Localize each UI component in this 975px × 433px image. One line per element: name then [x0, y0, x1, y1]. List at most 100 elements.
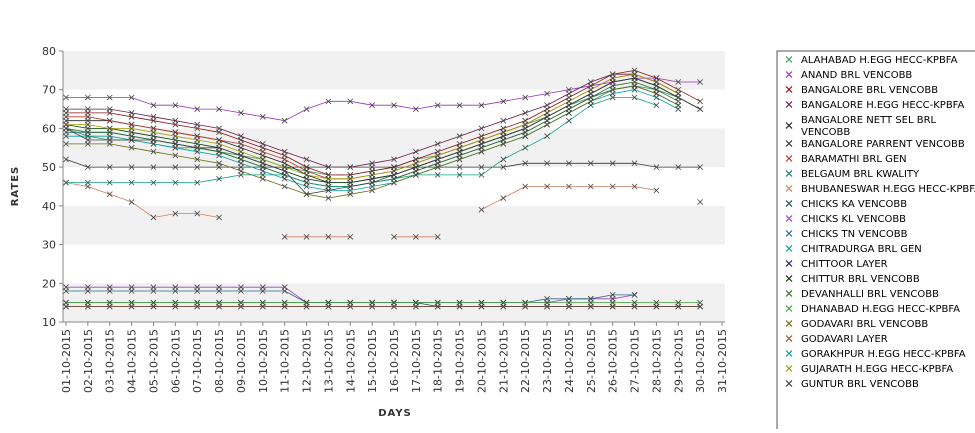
data-point	[172, 152, 179, 159]
series-layer	[63, 67, 704, 310]
data-point	[544, 121, 550, 128]
legend-item: BELGAUM BRL KWALITY	[785, 169, 920, 180]
data-point	[84, 288, 91, 294]
legend-marker	[785, 380, 793, 387]
data-point	[434, 172, 441, 178]
data-point	[412, 106, 419, 112]
data-point	[587, 303, 594, 310]
legend-label: BELGAUM BRL KWALITY	[801, 169, 920, 180]
series-2	[63, 75, 704, 124]
legend-marker	[785, 101, 793, 108]
data-point	[675, 79, 682, 85]
data-point	[259, 113, 266, 120]
series-9	[63, 179, 704, 240]
data-point	[369, 172, 376, 178]
legend-marker	[785, 275, 793, 282]
x-axis-title: DAYS	[378, 408, 412, 419]
data-point	[216, 175, 222, 182]
data-point	[522, 94, 529, 101]
x-tick-label: 10-10-2015	[257, 329, 270, 393]
axes: 10 20 30 40 50 60 70 80 01-10-2015 02-10-2015 03-1…	[42, 45, 729, 393]
data-point	[391, 303, 397, 310]
data-point	[238, 152, 244, 159]
data-point	[369, 187, 376, 194]
x-tick-label: 19-10-2015	[454, 329, 467, 393]
data-point	[369, 179, 376, 186]
data-point	[216, 303, 222, 310]
y-tick-label: 10	[42, 316, 56, 329]
y-tick-label: 80	[42, 45, 56, 58]
data-point	[522, 303, 529, 310]
data-point	[325, 187, 332, 194]
data-point	[238, 110, 244, 116]
data-point	[150, 164, 157, 171]
data-point	[281, 183, 288, 190]
data-point	[412, 148, 419, 155]
data-point	[238, 172, 244, 178]
y-tick-label: 30	[42, 239, 56, 252]
data-point	[63, 156, 69, 163]
data-point	[500, 156, 507, 163]
x-tick-label: 14-10-2015	[344, 329, 357, 393]
data-point	[172, 133, 179, 140]
legend-label: BANGALORE BRL VENCOBB	[801, 85, 938, 96]
legend-item: BANGALORE NETT SEL BRL VENCOBB	[785, 115, 937, 138]
x-tick-label: 07-10-2015	[191, 329, 204, 393]
data-point	[194, 121, 201, 128]
data-point	[347, 98, 354, 105]
data-point	[566, 117, 572, 124]
x-tick-label: 06-10-2015	[169, 329, 182, 393]
legend-label: CHICKS KL VENCOBB	[801, 214, 906, 225]
data-point	[544, 113, 550, 120]
data-point	[238, 288, 244, 294]
data-point	[609, 160, 616, 167]
data-point	[63, 113, 69, 120]
data-point	[281, 168, 288, 174]
plot-bands	[63, 51, 725, 322]
data-point	[456, 133, 463, 140]
legend-label: DEVANHALLI BRL VENCOBB	[801, 289, 939, 300]
data-point	[84, 106, 91, 112]
data-point	[391, 172, 397, 178]
data-point	[172, 164, 179, 171]
data-point	[434, 164, 441, 171]
data-point	[653, 187, 660, 194]
data-point	[675, 164, 682, 171]
legend-marker	[785, 200, 793, 207]
legend-marker	[785, 56, 793, 63]
data-point	[150, 303, 157, 310]
series-21	[63, 71, 682, 182]
legend-item: GODAVARI BRL VENCOBB	[785, 319, 928, 330]
data-point	[84, 113, 91, 120]
data-point	[587, 79, 594, 85]
data-point	[63, 179, 69, 186]
data-point	[128, 179, 135, 186]
data-point	[391, 102, 397, 109]
data-point	[631, 82, 638, 89]
data-point	[434, 303, 441, 310]
data-point	[544, 160, 550, 167]
data-point	[216, 106, 222, 112]
data-point	[478, 141, 485, 147]
x-tick-label: 29-10-2015	[672, 329, 685, 393]
data-point	[587, 102, 594, 109]
data-point	[434, 233, 441, 240]
data-point	[653, 164, 660, 171]
legend-item: BANGALORE PARRENT VENCOBB	[785, 139, 965, 150]
data-point	[631, 160, 638, 167]
data-point	[216, 144, 222, 151]
x-tick-label: 11-10-2015	[279, 329, 292, 393]
data-point	[63, 141, 69, 147]
data-point	[84, 137, 91, 143]
data-point	[522, 160, 529, 167]
data-point	[391, 156, 397, 163]
data-point	[412, 164, 419, 171]
data-point	[259, 288, 266, 294]
data-point	[106, 288, 113, 294]
y-tick-label: 40	[42, 200, 56, 213]
data-point	[194, 179, 201, 186]
data-point	[216, 125, 222, 132]
data-point	[347, 183, 354, 190]
data-point	[347, 191, 354, 198]
x-tick-label: 15-10-2015	[366, 329, 379, 393]
